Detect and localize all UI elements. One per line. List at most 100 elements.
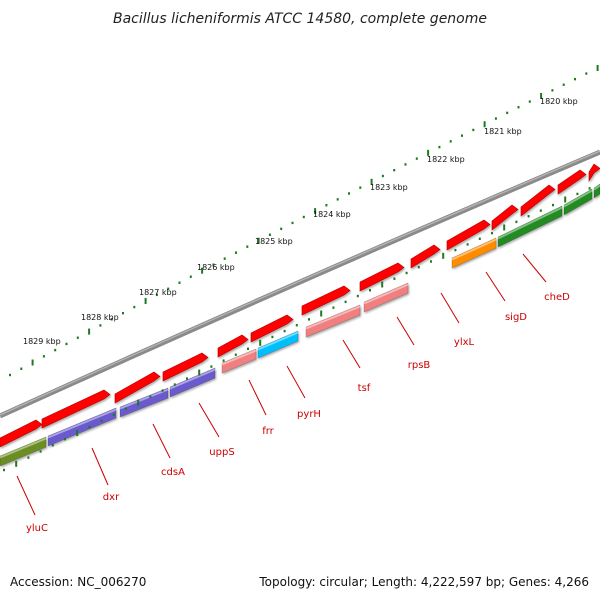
- minor-tick: [133, 305, 136, 309]
- minor-tick: [528, 100, 531, 103]
- gene-bar-sigD: [451, 237, 497, 269]
- inner-minor-tick: [430, 260, 432, 263]
- inner-minor-tick: [283, 329, 286, 333]
- minor-tick: [494, 117, 497, 120]
- inner-minor-tick: [247, 347, 249, 350]
- gene-bar-highlight: [221, 349, 257, 366]
- cds-arrow: [520, 184, 556, 217]
- inner-minor-tick: [149, 395, 152, 398]
- inner-major-tick: [442, 252, 445, 259]
- inner-major-tick: [503, 224, 506, 231]
- inner-minor-tick: [356, 294, 359, 298]
- inner-minor-tick: [173, 383, 176, 386]
- inner-tick-layer: [3, 187, 591, 472]
- inner-minor-tick: [576, 192, 579, 196]
- gene-label-frr: frr: [262, 426, 274, 437]
- major-tick: [370, 178, 373, 185]
- gene-bar-highlight: [497, 206, 563, 240]
- leader-line-pyrH: [286, 365, 306, 399]
- minor-tick: [438, 145, 441, 149]
- minor-tick: [76, 336, 79, 339]
- inner-minor-tick: [295, 324, 298, 327]
- cds-arrow: [446, 219, 491, 251]
- minor-tick: [348, 192, 350, 195]
- inner-minor-tick: [588, 187, 591, 190]
- inner-major-tick: [259, 339, 262, 346]
- inner-minor-tick: [478, 237, 481, 240]
- inner-minor-tick: [271, 335, 274, 339]
- gene-label-tsf: tsf: [358, 383, 371, 394]
- leader-line-rpsB: [396, 316, 415, 346]
- inner-minor-tick: [417, 266, 420, 269]
- minor-tick: [54, 348, 57, 352]
- gene-track: [0, 183, 600, 467]
- cds-arrow: [359, 262, 405, 292]
- inner-minor-tick: [27, 456, 30, 459]
- cds-arrow: [301, 285, 351, 316]
- cds-arrow: [114, 371, 161, 404]
- inner-minor-tick: [369, 289, 371, 292]
- major-tick: [88, 328, 91, 335]
- leader-layer: [16, 253, 547, 516]
- minor-tick: [585, 72, 588, 75]
- minor-tick: [20, 367, 23, 370]
- inner-minor-tick: [454, 248, 457, 252]
- tick-label: 1828 kbp: [81, 313, 119, 322]
- gene-bar-tsf: [305, 304, 361, 338]
- inner-minor-tick: [405, 271, 408, 275]
- major-tick: [427, 149, 430, 156]
- cds-arrow: [410, 244, 441, 269]
- tick-label: 1823 kbp: [370, 183, 408, 192]
- map-title: Bacillus licheniformis ATCC 14580, compl…: [113, 11, 487, 27]
- minor-tick: [280, 227, 283, 231]
- minor-tick: [212, 263, 215, 266]
- gene-bar-highlight: [451, 238, 497, 261]
- minor-tick: [336, 198, 339, 201]
- inner-minor-tick: [491, 231, 493, 235]
- cds-arrow: [557, 169, 587, 195]
- minor-tick: [506, 111, 509, 115]
- minor-tick: [381, 174, 384, 178]
- leader-line-tsf: [342, 339, 361, 369]
- leader-line-yluC: [16, 475, 36, 516]
- gene-bar-dxr: [47, 407, 117, 447]
- inner-minor-tick: [64, 437, 66, 441]
- topology-text: Topology: circular; Length: 4,222,597 bp…: [259, 575, 589, 589]
- cds-track: [0, 163, 600, 448]
- cds-arrow: [162, 352, 209, 382]
- major-tick: [540, 92, 543, 99]
- leader-line-dxr: [91, 447, 109, 486]
- major-tick: [201, 267, 204, 274]
- minor-tick: [461, 134, 463, 137]
- minor-tick: [517, 106, 520, 109]
- cds-arrow: [491, 204, 519, 231]
- inner-major-tick: [15, 460, 18, 467]
- inner-minor-tick: [515, 220, 518, 224]
- gene-bar-highlight: [257, 331, 299, 351]
- leader-line-cheD: [522, 253, 547, 283]
- inner-minor-tick: [552, 203, 554, 207]
- minor-tick: [122, 311, 124, 315]
- minor-tick: [551, 89, 554, 92]
- inner-minor-tick: [88, 425, 91, 429]
- inner-minor-tick: [234, 353, 237, 356]
- inner-minor-tick: [466, 243, 469, 246]
- minor-tick: [178, 281, 181, 284]
- gene-label-pyrH: pyrH: [297, 409, 321, 420]
- inner-minor-tick: [308, 318, 310, 321]
- gene-label-uppS: uppS: [209, 447, 234, 458]
- gene-label-sigD: sigD: [505, 312, 527, 323]
- gene-label-cheD: cheD: [544, 292, 570, 303]
- inner-major-tick: [76, 430, 79, 437]
- tick-label: 1829 kbp: [23, 337, 61, 346]
- gene-label-rpsB: rpsB: [408, 360, 431, 371]
- minor-tick: [167, 287, 170, 291]
- tick-label: 1822 kbp: [427, 155, 465, 164]
- tick-label: 1825 kbp: [255, 237, 293, 246]
- minor-tick: [302, 215, 305, 219]
- gene-bar-highlight: [563, 189, 593, 208]
- inner-major-tick: [381, 281, 384, 288]
- inner-minor-tick: [539, 209, 542, 212]
- backbone-line-highlight: [0, 150, 600, 416]
